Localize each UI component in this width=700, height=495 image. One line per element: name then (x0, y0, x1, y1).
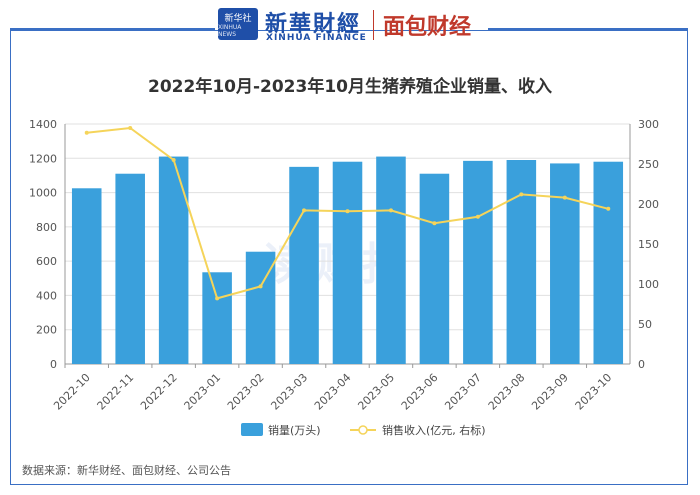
xinhua-logo-text: 新华社 (224, 13, 252, 24)
source-note: 数据来源：新华财经、面包财经、公司公告 (22, 464, 231, 477)
header-banner: 新华社 XINHUA NEWS 新華財經 XINHUA FINANCE 面包财经 (0, 0, 700, 48)
bar (332, 161, 363, 364)
bar (506, 160, 537, 364)
bar (419, 173, 450, 364)
y-left-tick-label: 0 (50, 358, 57, 371)
legend-label-line: 销售收入(亿元, 右标) (382, 423, 486, 437)
y-right-tick-label: 150 (638, 238, 659, 251)
partner-brand: 面包财经 (383, 15, 472, 40)
y-right-tick-label: 50 (638, 318, 652, 331)
bar (158, 156, 189, 364)
y-left-tick-label: 1400 (29, 118, 57, 131)
xinhua-logo: 新华社 XINHUA NEWS (218, 8, 258, 40)
x-tick-label: 2023-03 (268, 371, 310, 413)
bar (71, 188, 102, 364)
x-tick-label: 2022-12 (138, 371, 180, 413)
y-left-tick-label: 1200 (29, 152, 57, 165)
brand-cn: 新華財經 (265, 11, 362, 37)
brand-en: XINHUA FINANCE (266, 33, 367, 43)
revenue-point (606, 206, 611, 211)
revenue-point (258, 284, 263, 289)
bar (202, 272, 232, 364)
header-rule-left (10, 28, 215, 30)
x-tick-label: 2023-01 (182, 371, 224, 413)
bar (289, 166, 319, 364)
legend-swatch-point (358, 425, 368, 435)
bar (550, 163, 580, 364)
y-right-tick-label: 250 (638, 158, 659, 171)
revenue-point (562, 195, 567, 200)
x-tick-label: 2023-05 (355, 371, 397, 413)
header-rule-right (488, 28, 688, 30)
bar (463, 160, 493, 364)
revenue-point (128, 126, 133, 130)
x-tick-label: 2023-10 (573, 371, 615, 413)
revenue-point (345, 209, 350, 214)
xinhua-logo-subtext: XINHUA NEWS (218, 23, 242, 38)
x-tick-label: 2023-08 (486, 371, 528, 413)
legend-swatch-bar (241, 423, 263, 436)
y-left-tick-label: 1000 (29, 187, 57, 200)
y-left-tick-label: 600 (36, 255, 57, 268)
revenue-point (302, 208, 307, 213)
chart-title: 2022年10月-2023年10月生猪养殖企业销量、收入 (148, 77, 552, 97)
revenue-point (475, 214, 480, 219)
y-right-tick-label: 200 (638, 198, 659, 211)
y-right-tick-label: 300 (638, 118, 659, 131)
y-left-tick-label: 200 (36, 324, 57, 337)
revenue-point (388, 208, 393, 213)
x-tick-label: 2022-11 (95, 371, 137, 413)
x-tick-label: 2022-10 (51, 371, 93, 413)
x-tick-label: 2023-06 (399, 371, 441, 413)
legend-label-bar: 销量(万头) (268, 423, 321, 437)
x-tick-label: 2023-04 (312, 371, 354, 413)
bar (593, 161, 624, 364)
y-right-tick-label: 100 (638, 278, 659, 291)
header-separator (373, 10, 374, 40)
x-tick-label: 2023-09 (529, 371, 571, 413)
y-left-tick-label: 800 (36, 221, 57, 234)
x-tick-label: 2023-07 (442, 371, 484, 413)
y-right-tick-label: 0 (638, 358, 645, 371)
revenue-point (432, 221, 437, 226)
y-left-tick-label: 400 (36, 289, 57, 302)
x-tick-label: 2023-02 (225, 371, 267, 413)
revenue-point (519, 192, 524, 197)
bar (376, 156, 406, 364)
revenue-point (84, 130, 89, 135)
revenue-point (171, 158, 176, 162)
revenue-point (215, 296, 220, 301)
bar (115, 173, 145, 364)
